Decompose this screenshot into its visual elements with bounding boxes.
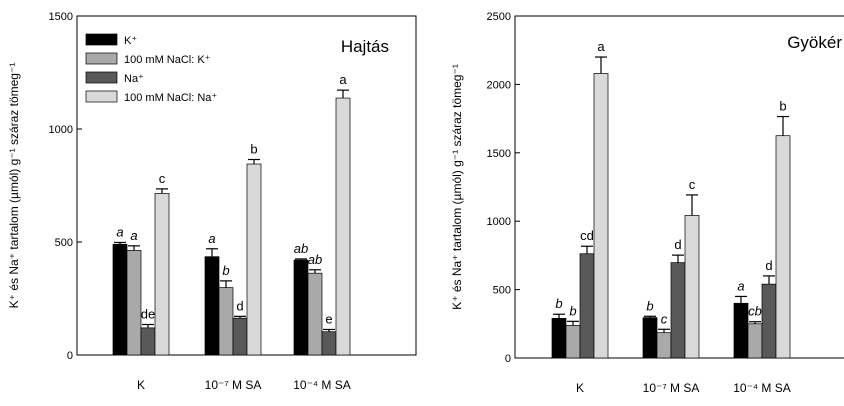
legend-label: K⁺ (124, 35, 137, 47)
legend-swatch (85, 90, 118, 103)
bar (321, 331, 337, 356)
bar (232, 317, 248, 356)
y-axis-label: K⁺ és Na⁺ tartalom (µmól) g⁻¹ száraz töm… (7, 63, 21, 309)
bar (204, 256, 220, 356)
chart-panel-1: 0 500 1000 1500 2000 2500 K⁺ és Na⁺ tartalom (… (450, 11, 844, 395)
y-tick-label: 1500 (49, 11, 73, 23)
bar (656, 332, 672, 359)
bar (307, 272, 323, 356)
significance-label: d (236, 298, 243, 313)
bar (593, 73, 609, 359)
significance-label: c (689, 177, 696, 192)
y-tick-label: 2500 (487, 11, 511, 23)
significance-label: e (325, 311, 332, 326)
bar (218, 287, 234, 356)
legend-label: 100 mM NaCl: K⁺ (124, 54, 211, 66)
category-label: K (576, 381, 584, 395)
significance-label: cb (748, 304, 762, 319)
bar (140, 327, 156, 356)
bar (112, 243, 128, 356)
y-tick-label: 1000 (487, 216, 511, 228)
legend-swatch (85, 71, 118, 84)
chart-title: Gyökér (787, 33, 842, 52)
category-label: K (137, 378, 145, 392)
chart-title: Hajtás (341, 37, 389, 56)
bar (684, 215, 700, 359)
legend-label: Na⁺ (124, 73, 144, 85)
bar (775, 135, 791, 359)
bar (246, 163, 262, 356)
y-tick-label: 500 (493, 285, 511, 297)
significance-label: a (597, 39, 605, 54)
bar (579, 253, 595, 359)
significance-label: d (674, 237, 681, 252)
significance-label: c (159, 171, 166, 186)
legend-label: 100 mM NaCl: Na⁺ (124, 92, 217, 104)
significance-label: a (737, 278, 744, 293)
y-tick-label: 1000 (49, 124, 73, 136)
category-label: 10⁻⁴ M SA (733, 381, 791, 395)
bar (126, 250, 142, 356)
significance-label: b (222, 263, 229, 278)
bar (335, 97, 351, 356)
y-tick-label: 0 (67, 350, 73, 362)
bar (747, 323, 763, 359)
bar (733, 302, 749, 359)
legend-swatch (85, 52, 118, 65)
significance-label: c (661, 311, 668, 326)
bar (154, 193, 170, 356)
significance-label: d (765, 258, 772, 273)
significance-label: de (141, 306, 155, 321)
category-label: 10⁻⁷ M SA (643, 381, 700, 395)
significance-label: b (646, 298, 653, 313)
y-tick-label: 2000 (487, 79, 511, 91)
significance-label: b (779, 99, 786, 114)
y-tick-label: 1500 (487, 148, 511, 160)
bar (565, 325, 581, 359)
y-tick-label: 500 (55, 237, 73, 249)
bar (642, 317, 658, 359)
bar (761, 283, 777, 359)
significance-label: ab (308, 252, 322, 267)
y-axis-label: K⁺ és Na⁺ tartalom (µmól) g⁻¹ száraz töm… (450, 64, 464, 310)
legend: K⁺ 100 mM NaCl: K⁺ Na⁺ 100 mM NaCl: Na⁺ (85, 33, 217, 104)
significance-label: a (116, 224, 123, 239)
significance-label: ab (294, 241, 308, 256)
category-label: 10⁻⁷ M SA (205, 378, 262, 392)
significance-label: a (208, 231, 215, 246)
chart-panel-0: 0 500 1000 1500 K⁺ és Na⁺ tartalom (µmól) g⁻… (7, 11, 417, 392)
significance-label: a (339, 72, 347, 87)
category-label: 10⁻⁴ M SA (293, 378, 351, 392)
y-tick-label: 0 (505, 353, 511, 365)
legend-swatch (85, 33, 118, 46)
significance-label: b (569, 303, 576, 318)
bar (670, 262, 686, 359)
bar (551, 317, 567, 359)
significance-label: a (130, 228, 137, 243)
significance-label: b (555, 296, 562, 311)
bar (293, 259, 309, 356)
significance-label: cd (580, 228, 594, 243)
significance-label: b (250, 142, 257, 157)
